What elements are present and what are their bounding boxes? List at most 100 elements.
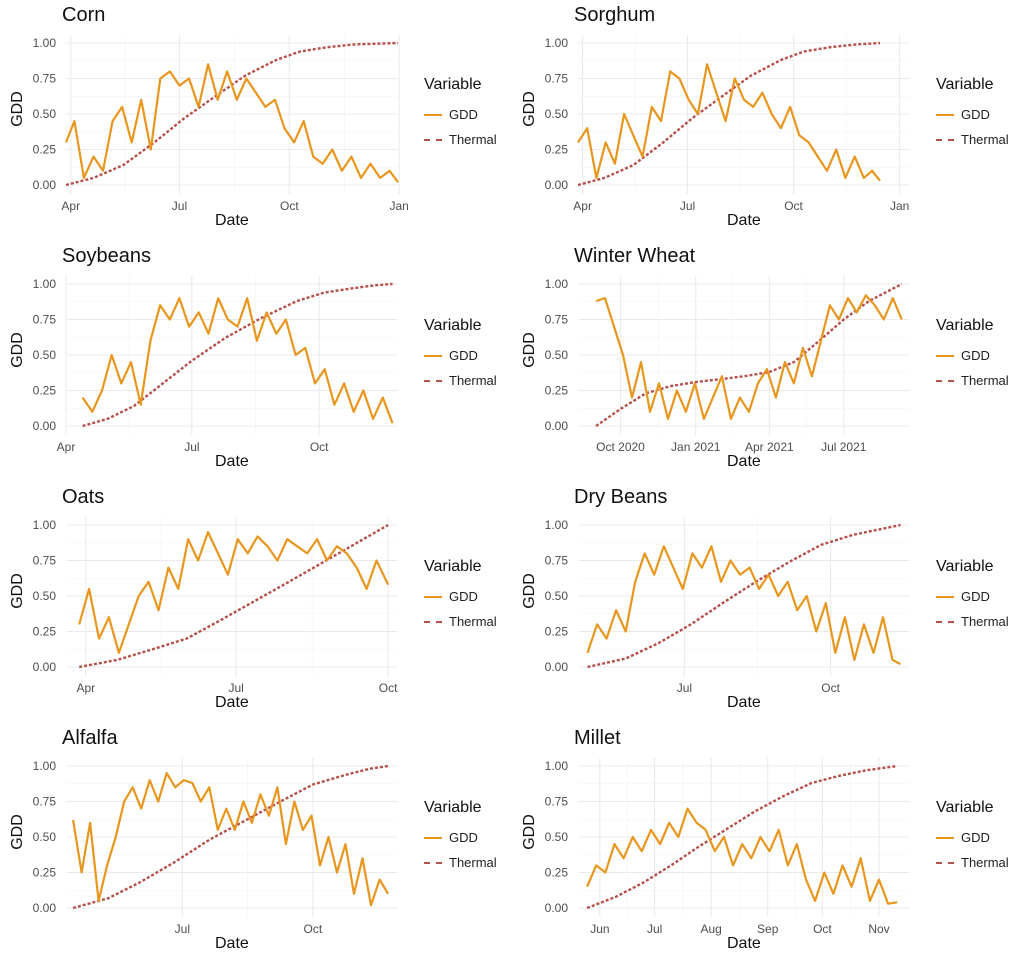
plot-svg: 0.00 0.25 0.50 0.75 1.00 Jun Jul Aug Sep Oct Nov: [545, 758, 910, 936]
legend-item-gdd: GDD: [424, 102, 512, 127]
legend-key-thermal: [424, 620, 442, 623]
legend-label: Thermal: [961, 132, 1009, 147]
chart-panel-winter-wheat: 0.00 0.25 0.50 0.75 1.00 Oct 2020 Jan 2021 Apr …: [512, 241, 1024, 482]
y-tick-label: 0.00: [33, 419, 57, 433]
x-axis-label: Date: [215, 694, 249, 711]
legend-label: GDD: [449, 589, 478, 604]
y-tick-label: 1.00: [33, 36, 57, 50]
y-tick-label: 0.25: [33, 866, 57, 880]
y-tick-label: 0.25: [33, 143, 57, 157]
x-tick-label: Sep: [757, 922, 779, 936]
x-tick-label: Aug: [700, 922, 721, 936]
x-tick-label: Nov: [868, 922, 889, 936]
y-axis-label: GDD: [521, 332, 538, 368]
x-axis-label: Date: [215, 935, 249, 952]
series-line-thermal: [595, 282, 903, 427]
panel-title: Sorghum: [574, 4, 656, 26]
y-tick-label: 1.00: [33, 518, 57, 532]
chart-panel-soybeans: 0.00 0.25 0.50 0.75 1.00 Apr Jul Oct Soybeans GDD…: [0, 241, 512, 482]
legend-item-gdd: GDD: [424, 825, 512, 850]
y-tick-label: 0.75: [545, 795, 569, 809]
legend-key-thermal: [936, 379, 954, 382]
legend-label: Thermal: [449, 614, 497, 629]
x-tick-label: Oct 2020: [596, 440, 645, 454]
x-tick-label: Jul: [228, 681, 243, 695]
series-line-gdd: [81, 297, 394, 424]
legend-label: Thermal: [449, 855, 497, 870]
y-tick-label: 0.50: [33, 107, 57, 121]
legend-title: Variable: [424, 799, 482, 816]
y-tick-label: 0.75: [545, 313, 569, 327]
legend-key-gdd: [936, 595, 954, 598]
x-tick-label: Jan 2021: [671, 440, 721, 454]
y-tick-label: 0.25: [545, 866, 569, 880]
series-line-thermal: [72, 764, 389, 910]
y-tick-label: 0.00: [545, 901, 569, 915]
series-line-gdd: [577, 63, 881, 182]
legend: Variable GDD Thermal: [424, 76, 512, 152]
x-tick-label: Oct: [304, 922, 323, 936]
y-axis-label: GDD: [9, 91, 26, 127]
y-axis-label: GDD: [521, 573, 538, 609]
y-tick-label: 0.50: [33, 348, 57, 362]
x-tick-label: Jun: [590, 922, 609, 936]
legend-label: GDD: [961, 830, 990, 845]
legend-item-thermal: Thermal: [424, 368, 512, 393]
legend-item-gdd: GDD: [424, 343, 512, 368]
legend-key-thermal: [424, 138, 442, 141]
series-line-gdd: [64, 63, 399, 183]
legend-key-thermal: [936, 861, 954, 864]
y-tick-label: 0.25: [545, 625, 569, 639]
legend: Variable GDD Thermal: [424, 317, 512, 393]
x-tick-label: Jan: [390, 199, 409, 213]
panel-title: Corn: [62, 4, 106, 26]
plot-svg: 0.00 0.25 0.50 0.75 1.00 Jul Oct: [33, 758, 398, 936]
legend-title: Variable: [936, 799, 994, 816]
legend-label: GDD: [961, 348, 990, 363]
y-tick-label: 0.75: [545, 554, 569, 568]
legend-item-gdd: GDD: [424, 584, 512, 609]
chart-panel-corn: 0.00 0.25 0.50 0.75 1.00 Apr Jul Oct Jan Corn GDD D…: [0, 0, 512, 241]
plot-svg: 0.00 0.25 0.50 0.75 1.00 Oct 2020 Jan 2021 Apr …: [545, 276, 910, 454]
x-tick-label: Jul: [647, 922, 662, 936]
series-line-gdd: [595, 294, 903, 420]
legend-item-gdd: GDD: [936, 584, 1024, 609]
series-line-gdd: [586, 807, 898, 905]
legend: Variable GDD Thermal: [936, 558, 1024, 634]
panel-title: Soybeans: [62, 245, 151, 267]
series-line-thermal: [82, 282, 393, 428]
x-axis-label: Date: [215, 453, 249, 470]
legend-item-thermal: Thermal: [936, 368, 1024, 393]
y-tick-label: 0.75: [33, 795, 57, 809]
legend-key-gdd: [424, 354, 442, 357]
plot-svg: 0.00 0.25 0.50 0.75 1.00 Apr Jul Oct Jan: [33, 35, 409, 213]
legend-key-gdd: [424, 113, 442, 116]
y-axis-label: GDD: [9, 332, 26, 368]
legend-key-thermal: [936, 620, 954, 623]
y-tick-label: 0.00: [545, 660, 569, 674]
y-axis-label: GDD: [521, 91, 538, 127]
x-axis-label: Date: [727, 453, 761, 470]
x-tick-label: Oct: [379, 681, 398, 695]
legend-title: Variable: [424, 76, 482, 93]
y-tick-label: 0.50: [33, 589, 57, 603]
legend: Variable GDD Thermal: [424, 558, 512, 634]
panel-title: Dry Beans: [574, 486, 668, 508]
y-axis-label: GDD: [9, 814, 26, 850]
legend-key-thermal: [424, 861, 442, 864]
x-tick-label: Apr: [61, 199, 80, 213]
legend-key-gdd: [936, 354, 954, 357]
legend-label: Thermal: [961, 614, 1009, 629]
legend-title: Variable: [936, 558, 994, 575]
x-tick-label: Jul: [184, 440, 199, 454]
x-tick-label: Oct: [784, 199, 803, 213]
y-tick-label: 0.75: [33, 313, 57, 327]
legend-label: GDD: [449, 348, 478, 363]
legend-title: Variable: [424, 558, 482, 575]
x-tick-label: Jul: [680, 199, 695, 213]
x-tick-label: Oct: [280, 199, 299, 213]
y-tick-label: 0.75: [33, 554, 57, 568]
legend: Variable GDD Thermal: [936, 799, 1024, 875]
plot-svg: 0.00 0.25 0.50 0.75 1.00 Jul Oct: [545, 517, 910, 695]
